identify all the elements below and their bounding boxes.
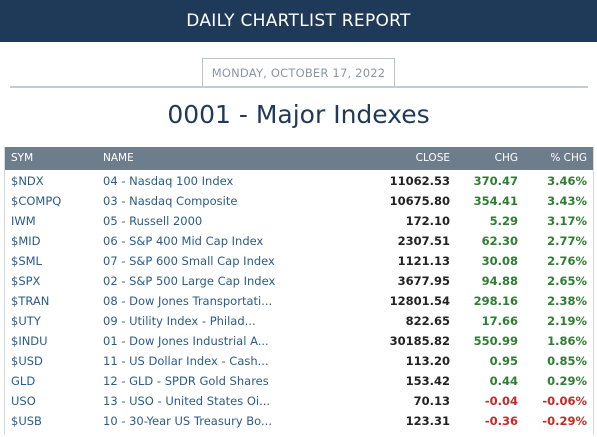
name-link[interactable]: 06 - S&P 400 Mid Cap Index bbox=[103, 234, 264, 248]
table-row[interactable]: $COMPQ 03 - Nasdaq Composite 10675.80 354.4… bbox=[5, 191, 593, 211]
close-value: 113.20 bbox=[405, 354, 450, 368]
table-row[interactable]: $SPX 02 - S&P 500 Large Cap Index 3677.95 9… bbox=[5, 271, 593, 291]
close-value: 1121.13 bbox=[397, 254, 450, 268]
percent-change-value: 3.17% bbox=[547, 214, 587, 228]
close-value: 30185.82 bbox=[389, 334, 450, 348]
close-value: 10675.80 bbox=[389, 194, 450, 208]
symbol-link[interactable]: $USB bbox=[11, 414, 42, 428]
percent-change-value: 0.29% bbox=[547, 374, 587, 388]
name-link[interactable]: 10 - 30-Year US Treasury Bo... bbox=[103, 414, 272, 428]
table-row[interactable]: IWM 05 - Russell 2000 172.10 5.29 3.17% bbox=[5, 211, 593, 231]
symbol-link[interactable]: $NDX bbox=[11, 174, 44, 188]
change-value: 0.44 bbox=[489, 374, 518, 388]
symbol-link[interactable]: $SPX bbox=[11, 274, 41, 288]
close-value: 153.42 bbox=[405, 374, 450, 388]
banner-title: DAILY CHARTLIST REPORT bbox=[186, 11, 411, 31]
percent-change-value: 3.46% bbox=[547, 174, 587, 188]
report-banner: DAILY CHARTLIST REPORT bbox=[0, 0, 597, 42]
percent-change-value: 2.76% bbox=[547, 254, 587, 268]
change-value: -0.36 bbox=[484, 414, 518, 428]
percent-change-value: 2.65% bbox=[547, 274, 587, 288]
change-value: -0.04 bbox=[484, 394, 518, 408]
percent-change-value: -0.06% bbox=[542, 394, 587, 408]
chartlist-table: SYM NAME CLOSE CHG % CHG $NDX 04 - Nasdaq… bbox=[4, 147, 594, 435]
percent-change-value: 2.77% bbox=[547, 234, 587, 248]
table-header: SYM NAME CLOSE CHG % CHG bbox=[5, 147, 593, 170]
symbol-link[interactable]: $MID bbox=[11, 234, 41, 248]
change-value: 30.08 bbox=[481, 254, 518, 268]
change-value: 298.16 bbox=[473, 294, 518, 308]
table-body: $NDX 04 - Nasdaq 100 Index 11062.53 370.47 3… bbox=[5, 171, 593, 431]
divider bbox=[10, 86, 588, 88]
table-row[interactable]: $USD 11 - US Dollar Index - Cash... 113.20… bbox=[5, 351, 593, 371]
column-header-pct-chg[interactable]: % CHG bbox=[550, 152, 587, 164]
change-value: 94.88 bbox=[481, 274, 518, 288]
close-value: 172.10 bbox=[405, 214, 450, 228]
percent-change-value: 2.38% bbox=[547, 294, 587, 308]
symbol-link[interactable]: IWM bbox=[11, 214, 36, 228]
table-row[interactable]: $MID 06 - S&P 400 Mid Cap Index 2307.51 62.… bbox=[5, 231, 593, 251]
close-value: 3677.95 bbox=[397, 274, 450, 288]
table-row[interactable]: $SML 07 - S&P 600 Small Cap Index 1121.13 3… bbox=[5, 251, 593, 271]
close-value: 11062.53 bbox=[389, 174, 450, 188]
name-link[interactable]: 04 - Nasdaq 100 Index bbox=[103, 174, 234, 188]
name-link[interactable]: 12 - GLD - SPDR Gold Shares bbox=[103, 374, 269, 388]
name-link[interactable]: 13 - USO - United States Oi... bbox=[103, 394, 271, 408]
column-header-chg[interactable]: CHG bbox=[494, 152, 518, 164]
column-header-close[interactable]: CLOSE bbox=[415, 152, 450, 164]
symbol-link[interactable]: GLD bbox=[11, 374, 36, 388]
symbol-link[interactable]: $INDU bbox=[11, 334, 48, 348]
symbol-link[interactable]: USO bbox=[11, 394, 36, 408]
column-header-name[interactable]: NAME bbox=[103, 152, 134, 164]
percent-change-value: 3.43% bbox=[547, 194, 587, 208]
percent-change-value: 2.19% bbox=[547, 314, 587, 328]
percent-change-value: 1.86% bbox=[547, 334, 587, 348]
table-row[interactable]: USO 13 - USO - United States Oi... 70.13 -0… bbox=[5, 391, 593, 411]
percent-change-value: 0.85% bbox=[547, 354, 587, 368]
change-value: 354.41 bbox=[473, 194, 518, 208]
change-value: 62.30 bbox=[481, 234, 518, 248]
table-row[interactable]: $UTY 09 - Utility Index - Philad... 822.65… bbox=[5, 311, 593, 331]
name-link[interactable]: 07 - S&P 600 Small Cap Index bbox=[103, 254, 275, 268]
change-value: 550.99 bbox=[473, 334, 518, 348]
symbol-link[interactable]: $COMPQ bbox=[11, 194, 62, 208]
name-link[interactable]: 05 - Russell 2000 bbox=[103, 214, 203, 228]
change-value: 17.66 bbox=[481, 314, 518, 328]
symbol-link[interactable]: $USD bbox=[11, 354, 43, 368]
symbol-link[interactable]: $UTY bbox=[11, 314, 41, 328]
change-value: 0.95 bbox=[489, 354, 518, 368]
percent-change-value: -0.29% bbox=[542, 414, 587, 428]
name-link[interactable]: 09 - Utility Index - Philad... bbox=[103, 314, 256, 328]
name-link[interactable]: 11 - US Dollar Index - Cash... bbox=[103, 354, 269, 368]
name-link[interactable]: 02 - S&P 500 Large Cap Index bbox=[103, 274, 276, 288]
table-row[interactable]: $INDU 01 - Dow Jones Industrial A... 30185… bbox=[5, 331, 593, 351]
change-value: 5.29 bbox=[489, 214, 518, 228]
name-link[interactable]: 08 - Dow Jones Transportati... bbox=[103, 294, 273, 308]
close-value: 70.13 bbox=[413, 394, 450, 408]
close-value: 2307.51 bbox=[397, 234, 450, 248]
report-date: MONDAY, OCTOBER 17, 2022 bbox=[202, 58, 395, 86]
name-link[interactable]: 03 - Nasdaq Composite bbox=[103, 194, 238, 208]
column-header-sym[interactable]: SYM bbox=[11, 152, 34, 164]
name-link[interactable]: 01 - Dow Jones Industrial A... bbox=[103, 334, 269, 348]
symbol-link[interactable]: $SML bbox=[11, 254, 42, 268]
close-value: 12801.54 bbox=[389, 294, 450, 308]
close-value: 822.65 bbox=[405, 314, 450, 328]
table-row[interactable]: GLD 12 - GLD - SPDR Gold Shares 153.42 0.44… bbox=[5, 371, 593, 391]
table-row[interactable]: $NDX 04 - Nasdaq 100 Index 11062.53 370.47 3… bbox=[5, 171, 593, 191]
symbol-link[interactable]: $TRAN bbox=[11, 294, 50, 308]
close-value: 123.31 bbox=[405, 414, 450, 428]
table-row[interactable]: $USB 10 - 30-Year US Treasury Bo... 123.31… bbox=[5, 411, 593, 431]
chartlist-title: 0001 - Major Indexes bbox=[167, 100, 430, 129]
change-value: 370.47 bbox=[473, 174, 518, 188]
table-row[interactable]: $TRAN 08 - Dow Jones Transportati... 12801… bbox=[5, 291, 593, 311]
